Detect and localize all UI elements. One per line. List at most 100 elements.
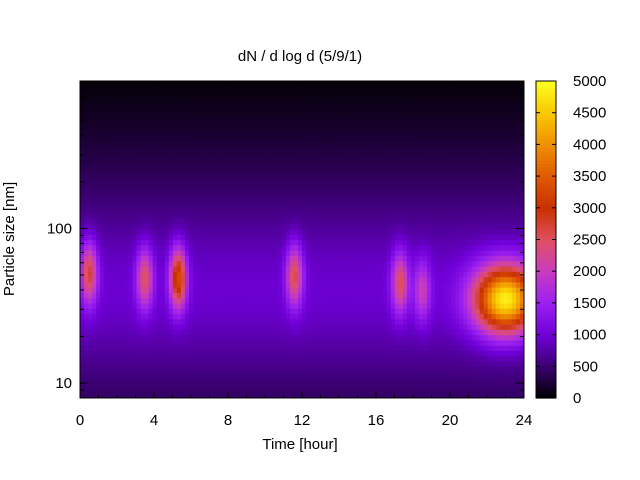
heatmap-cell <box>124 228 130 235</box>
heatmap-cell <box>225 107 230 114</box>
heatmap-cell <box>217 376 222 383</box>
heatmap-cell <box>366 234 372 241</box>
heatmap-cell <box>205 96 210 103</box>
heatmap-cell <box>128 139 134 145</box>
heatmap-cell <box>184 387 190 394</box>
heatmap-cell <box>193 376 198 383</box>
heatmap-cell <box>209 297 214 304</box>
heatmap-cell <box>265 255 271 262</box>
heatmap-cell <box>394 176 400 182</box>
heatmap-cell <box>382 207 388 214</box>
heatmap-cell <box>346 170 352 177</box>
heatmap-cell <box>188 197 194 204</box>
heatmap-cell <box>257 334 263 341</box>
heatmap-cell <box>350 334 356 341</box>
heatmap-cell <box>80 149 85 156</box>
heatmap-cell <box>221 292 226 299</box>
heatmap-cell <box>245 339 251 346</box>
heatmap-cell <box>342 128 347 135</box>
heatmap-cell <box>108 191 113 198</box>
heatmap-cell <box>257 361 263 367</box>
heatmap-cell <box>334 223 339 230</box>
heatmap-cell <box>213 260 218 267</box>
heatmap-cell <box>144 234 150 241</box>
heatmap-cell <box>156 139 162 145</box>
heatmap-cell <box>374 170 380 177</box>
heatmap-cell <box>229 154 234 161</box>
heatmap-cell <box>144 255 150 262</box>
heatmap-cell <box>257 318 263 325</box>
heatmap-cell <box>310 170 315 177</box>
heatmap-cell <box>112 345 117 352</box>
heatmap-cell <box>156 366 162 373</box>
heatmap-cell <box>366 387 372 394</box>
heatmap-cell <box>310 329 315 336</box>
heatmap-cell <box>229 339 234 346</box>
heatmap-cell <box>310 144 315 151</box>
heatmap-cell <box>184 292 190 299</box>
heatmap-cell <box>193 181 198 188</box>
heatmap-cell <box>221 207 226 214</box>
heatmap-cell <box>172 144 178 151</box>
heatmap-cell <box>193 202 198 209</box>
heatmap-cell <box>378 102 384 109</box>
heatmap-cell <box>362 260 368 267</box>
heatmap-cell <box>241 387 247 394</box>
heatmap-cell <box>269 176 275 182</box>
heatmap-cell <box>394 334 400 341</box>
heatmap-cell <box>100 271 105 278</box>
heatmap-cell <box>136 117 142 124</box>
heatmap-cell <box>394 313 400 320</box>
heatmap-cell <box>378 149 384 156</box>
heatmap-cell <box>164 133 170 140</box>
heatmap-cell <box>160 355 166 362</box>
heatmap-cell <box>261 318 267 325</box>
heatmap-cell <box>277 387 283 394</box>
heatmap-cell <box>362 250 368 256</box>
heatmap-cell <box>100 112 105 119</box>
heatmap-cell <box>273 165 279 172</box>
heatmap-cell <box>406 207 412 214</box>
heatmap-cell <box>160 181 166 188</box>
heatmap-cell <box>249 361 255 367</box>
heatmap-cell <box>184 244 190 251</box>
heatmap-cell <box>342 223 347 230</box>
heatmap-cell <box>366 318 372 325</box>
heatmap-cell <box>261 234 267 241</box>
heatmap-cell <box>273 239 279 246</box>
heatmap-cell <box>241 250 247 256</box>
heatmap-cell <box>245 128 251 135</box>
heatmap-cell <box>84 186 89 193</box>
heatmap-cell <box>96 334 101 341</box>
heatmap-cell <box>374 112 380 119</box>
heatmap-cell <box>104 91 109 98</box>
heatmap-cell <box>306 324 311 330</box>
heatmap-cell <box>382 139 388 145</box>
heatmap-cell <box>84 392 89 398</box>
heatmap-cell <box>261 302 267 309</box>
heatmap-cell <box>306 387 311 394</box>
heatmap-cell <box>390 191 396 198</box>
heatmap-cell <box>310 260 315 267</box>
heatmap-cell <box>402 133 408 140</box>
heatmap-cell <box>213 371 218 378</box>
heatmap-cell <box>241 297 247 304</box>
heatmap-cell <box>402 292 408 299</box>
heatmap-cell <box>144 128 150 135</box>
heatmap-cell <box>144 271 150 278</box>
heatmap-cell <box>80 186 85 193</box>
heatmap-cell <box>302 170 307 177</box>
heatmap-cell <box>378 228 384 235</box>
heatmap-cell <box>302 324 307 330</box>
heatmap-cell <box>176 239 182 246</box>
heatmap-cell <box>96 107 101 114</box>
heatmap-cell <box>415 376 420 383</box>
heatmap-cell <box>346 265 352 272</box>
heatmap-cell <box>164 213 170 219</box>
heatmap-cell <box>225 186 230 193</box>
heatmap-cell <box>233 292 239 299</box>
heatmap-cell <box>342 133 347 140</box>
heatmap-cell <box>172 265 178 272</box>
heatmap-cell <box>193 149 198 156</box>
heatmap-cell <box>362 218 368 225</box>
